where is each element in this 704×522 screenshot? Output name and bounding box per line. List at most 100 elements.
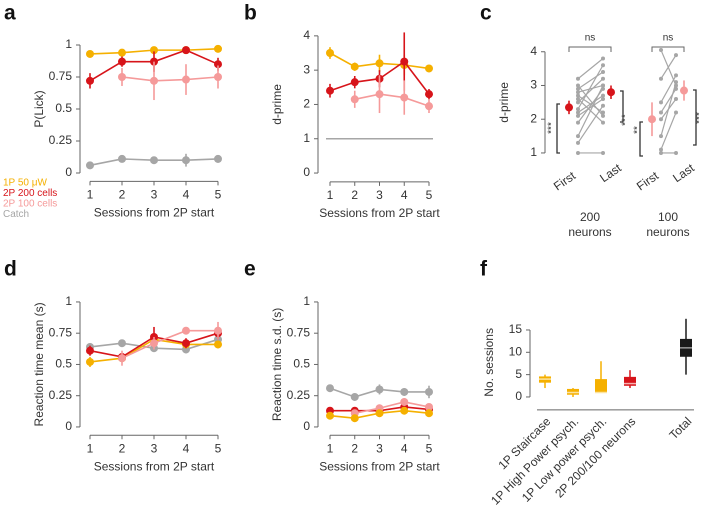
pair-point <box>576 96 580 101</box>
x-tick-label: First <box>551 168 579 193</box>
x-tick-label: 2 <box>119 441 126 455</box>
x-tick-label: Last <box>597 160 624 185</box>
x-tick-label: 5 <box>426 188 433 202</box>
series-line <box>121 329 218 359</box>
pair-line <box>577 85 604 117</box>
x-tick-label: 4 <box>183 441 190 455</box>
y-tick-label: 1 <box>65 37 72 51</box>
x-tick-label: 5 <box>426 441 433 455</box>
pair-point <box>601 76 605 81</box>
y-tick-label: 0.75 <box>49 325 73 339</box>
pair-point <box>576 110 580 115</box>
data-point <box>118 48 126 57</box>
pair-point <box>576 93 580 98</box>
pair-point <box>576 76 580 81</box>
data-point <box>86 49 94 58</box>
y-tick-label: 0 <box>65 419 72 433</box>
pair-line <box>660 88 677 113</box>
data-point <box>118 57 126 66</box>
x-tick-label: 3 <box>151 441 158 455</box>
x-tick-label: 4 <box>183 188 190 202</box>
series-line <box>354 401 430 414</box>
pair-point <box>576 83 580 88</box>
x-tick-label: 3 <box>376 441 383 455</box>
y-tick-label: 1 <box>303 131 310 145</box>
annotation: *** <box>621 114 632 126</box>
annotation: ns <box>663 33 674 44</box>
pair-point <box>601 56 605 61</box>
group-label: 100 <box>658 210 678 224</box>
pair-point <box>659 76 663 81</box>
y-tick-label: 5 <box>515 367 522 381</box>
y-tick-label: 0 <box>65 165 72 179</box>
pair-line <box>577 98 604 117</box>
pair-point <box>674 96 678 101</box>
pair-point <box>576 90 580 95</box>
data-point <box>214 326 222 335</box>
x-tick-label: Total <box>667 414 695 442</box>
data-point <box>150 46 158 55</box>
pair-point <box>674 73 678 78</box>
pair-point <box>601 150 605 155</box>
pair-line <box>577 95 604 113</box>
data-point <box>425 402 433 411</box>
mean-point <box>607 88 615 97</box>
x-tick-label: 5 <box>215 441 222 455</box>
y-tick-label: 0.25 <box>287 388 311 402</box>
data-point <box>182 75 190 84</box>
x-axis-label: Sessions from 2P start <box>319 206 440 220</box>
pair-point <box>601 96 605 101</box>
data-point <box>214 60 222 69</box>
pair-line <box>660 112 677 150</box>
data-point <box>350 62 359 71</box>
x-axis-label: Sessions from 2P start <box>94 459 215 473</box>
data-point <box>425 64 433 73</box>
panel-letter: f <box>480 258 488 281</box>
annotation: *** <box>695 112 704 124</box>
y-tick-label: 2 <box>303 97 310 111</box>
pair-point <box>601 110 605 115</box>
y-tick-label: 0.5 <box>55 357 72 371</box>
box <box>624 376 636 386</box>
panel-letter: b <box>244 2 257 25</box>
legend-entry: 1P 50 μW <box>3 178 47 189</box>
x-axis-label: Sessions from 2P start <box>94 206 215 220</box>
pair-point <box>601 103 605 108</box>
pair-point <box>674 150 678 155</box>
data-point <box>118 339 126 348</box>
x-tick-label: 3 <box>151 188 158 202</box>
pair-line <box>577 58 604 80</box>
data-point <box>86 161 94 170</box>
x-tick-label: 3 <box>376 188 383 202</box>
y-axis-label: P(Lick) <box>32 90 46 127</box>
pair-point <box>601 63 605 68</box>
x-tick-label: 2 <box>119 188 126 202</box>
bracket <box>556 103 560 154</box>
pair-point <box>659 48 663 53</box>
x-tick-label: Last <box>670 160 697 185</box>
y-tick-label: 1 <box>530 145 537 159</box>
data-point <box>400 93 409 102</box>
bracket <box>620 90 624 123</box>
data-point <box>150 76 158 85</box>
x-tick-label: 4 <box>401 441 408 455</box>
legend-entry: 2P 100 cells <box>3 199 57 210</box>
pair-line <box>577 64 604 110</box>
pair-line <box>577 88 604 123</box>
data-point <box>150 156 158 165</box>
panel-letter: a <box>4 2 16 25</box>
bracket <box>568 46 612 52</box>
pair-point <box>601 113 605 118</box>
pair-point <box>659 147 663 152</box>
data-point <box>326 384 334 393</box>
pair-point <box>674 86 678 91</box>
x-tick-label: 2 <box>351 188 358 202</box>
x-tick-label: 1 <box>327 188 334 202</box>
bracket <box>639 121 643 157</box>
pair-point <box>659 134 663 139</box>
pair-point <box>576 107 580 112</box>
data-point <box>150 339 158 348</box>
x-tick-label: 4 <box>401 188 408 202</box>
annotation: *** <box>547 122 558 134</box>
